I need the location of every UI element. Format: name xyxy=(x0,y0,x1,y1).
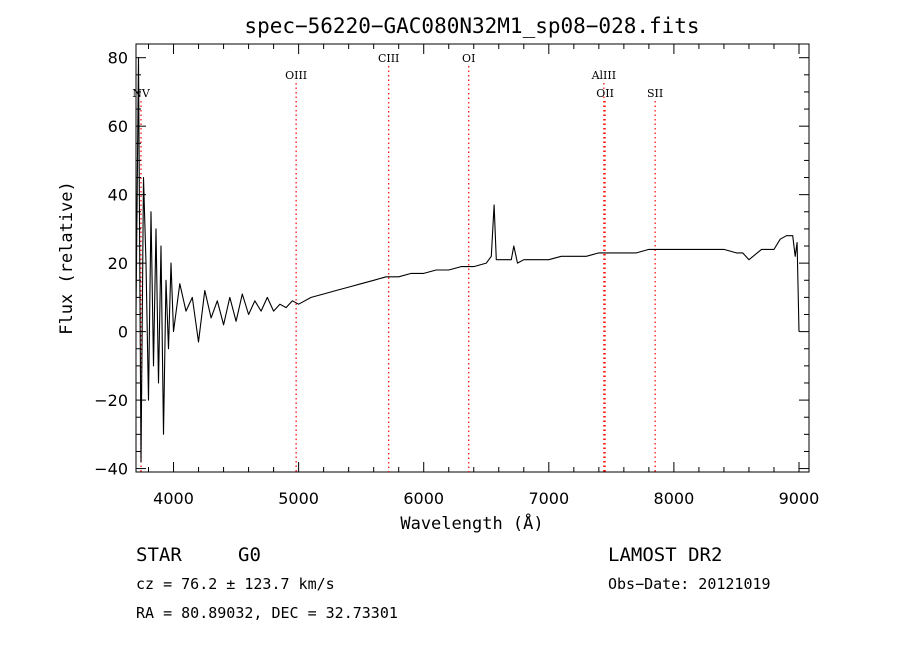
x-tick-label: 5000 xyxy=(278,489,319,508)
x-tick-label: 9000 xyxy=(779,489,820,508)
spectrum-line xyxy=(135,57,800,463)
spectral-line-label: AlIII xyxy=(591,69,617,82)
y-tick-label: 0 xyxy=(118,323,128,342)
object-class: STAR xyxy=(136,544,182,566)
x-tick-label: 7000 xyxy=(528,489,569,508)
spectral-line-label: CIII xyxy=(378,52,399,65)
x-tick-label: 4000 xyxy=(153,489,194,508)
y-tick-label: 80 xyxy=(108,49,128,68)
y-tick-label: 20 xyxy=(108,254,128,273)
spectrum-series xyxy=(135,57,800,463)
spectral-line-label: OIII xyxy=(285,69,307,82)
y-axis-label: Flux (relative) xyxy=(57,181,77,335)
y-tick-label: 60 xyxy=(108,117,128,136)
object-subclass: G0 xyxy=(238,544,261,566)
axis-tick-labels: 4000 5000 6000 7000 8000 9000 −40 −20 0 20 40 60 80 xyxy=(94,49,819,508)
spectral-line-label: NV xyxy=(132,87,151,100)
spectral-line-markers: NV OIII CIII OI AlIII OII SII xyxy=(132,52,663,472)
redshift-velocity: cz = 76.2 ± 123.7 km/s xyxy=(136,575,335,593)
x-tick-label: 6000 xyxy=(403,489,444,508)
chart-title: spec−56220−GAC080N32M1_sp08−028.fits xyxy=(244,14,699,38)
y-tick-label: −40 xyxy=(94,460,128,479)
axis-ticks xyxy=(136,44,809,472)
y-tick-label: −20 xyxy=(94,391,128,410)
plot-frame xyxy=(135,43,810,473)
observation-date: Obs−Date: 20121019 xyxy=(608,575,771,593)
x-tick-label: 8000 xyxy=(654,489,695,508)
survey-name: LAMOST DR2 xyxy=(608,544,722,566)
spectral-line-label: OII xyxy=(596,87,614,100)
coordinates: RA = 80.89032, DEC = 32.73301 xyxy=(136,604,398,622)
x-axis-label: Wavelength (Å) xyxy=(400,512,543,534)
spectral-line-label: OI xyxy=(462,52,475,65)
spectral-line-label: SII xyxy=(647,87,663,100)
y-tick-label: 40 xyxy=(108,186,128,205)
